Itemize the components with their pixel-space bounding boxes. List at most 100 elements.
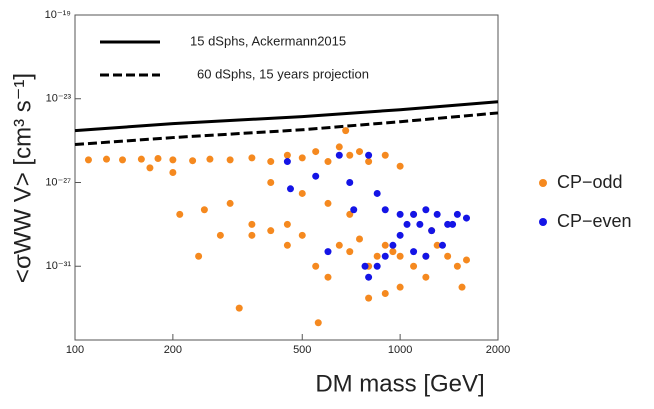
data-point <box>365 158 373 166</box>
data-point <box>169 156 177 164</box>
data-point <box>381 206 389 214</box>
x-tick-label: 200 <box>164 344 182 356</box>
data-point <box>444 220 452 228</box>
data-point <box>283 241 291 249</box>
data-point <box>312 262 320 270</box>
data-point <box>176 210 184 218</box>
data-point <box>365 273 373 281</box>
data-point <box>433 210 441 218</box>
data-point <box>416 220 424 228</box>
data-point <box>267 178 275 186</box>
data-point <box>324 273 332 281</box>
data-point <box>346 210 354 218</box>
data-point <box>396 231 404 239</box>
x-tick-label: 1000 <box>388 344 412 356</box>
data-point <box>312 172 320 180</box>
data-point <box>286 185 294 193</box>
data-point <box>283 158 291 166</box>
data-point <box>146 164 154 172</box>
data-point <box>373 252 381 260</box>
data-point <box>298 154 306 162</box>
limit-line <box>74 111 499 147</box>
plot-frame <box>74 14 499 341</box>
data-point <box>462 214 470 222</box>
y-tick-label: 10⁻²³ <box>46 93 72 105</box>
data-point <box>381 241 389 249</box>
data-point <box>267 158 275 166</box>
data-point <box>365 151 373 159</box>
data-point <box>410 248 418 256</box>
data-point <box>403 220 411 228</box>
limit-line <box>74 100 499 133</box>
data-point <box>226 199 234 207</box>
data-point <box>248 220 256 228</box>
x-tick-label: 100 <box>66 344 84 356</box>
data-point <box>453 210 461 218</box>
data-point <box>373 262 381 270</box>
legend-label: 60 dSphs, 15 years projection <box>197 66 369 81</box>
data-point <box>267 227 275 235</box>
data-point <box>119 156 127 164</box>
data-point <box>356 235 364 243</box>
data-point <box>342 127 350 135</box>
y-tick-label: 10⁻²⁷ <box>45 176 71 188</box>
data-point <box>381 289 389 297</box>
data-point <box>216 231 224 239</box>
data-point <box>444 252 452 260</box>
data-point <box>373 189 381 197</box>
data-point <box>248 231 256 239</box>
data-point <box>324 248 332 256</box>
data-point <box>410 210 418 218</box>
data-point <box>356 148 364 156</box>
data-point <box>389 248 397 256</box>
data-point <box>396 162 404 170</box>
data-point <box>235 304 243 312</box>
data-point <box>314 319 322 327</box>
data-point <box>350 206 358 214</box>
data-point <box>298 231 306 239</box>
legend-label: CP−even <box>557 211 632 231</box>
data-point <box>396 210 404 218</box>
data-point <box>433 241 441 249</box>
data-point <box>283 220 291 228</box>
data-point <box>312 148 320 156</box>
data-point <box>200 206 208 214</box>
data-point <box>365 294 373 302</box>
data-point <box>283 151 291 159</box>
data-point <box>248 154 256 162</box>
y-tick-label: 10⁻³¹ <box>46 260 72 272</box>
legend-label: CP−odd <box>557 172 623 192</box>
data-point <box>298 189 306 197</box>
data-point <box>458 283 466 291</box>
data-point <box>381 252 389 260</box>
data-point <box>346 151 354 159</box>
data-point <box>335 143 343 151</box>
data-point <box>346 248 354 256</box>
legend-marker <box>539 179 547 187</box>
data-point <box>361 262 369 270</box>
data-point <box>389 241 397 249</box>
data-point <box>324 158 332 166</box>
data-point <box>335 241 343 249</box>
data-point <box>346 178 354 186</box>
data-point <box>396 252 404 260</box>
data-point <box>422 273 430 281</box>
data-point <box>410 262 418 270</box>
x-axis-label: DM mass [GeV] <box>315 370 484 397</box>
data-point <box>453 262 461 270</box>
data-point <box>154 154 162 162</box>
data-point <box>169 169 177 177</box>
data-point <box>195 252 203 260</box>
x-tick-label: 500 <box>293 344 311 356</box>
data-point <box>381 151 389 159</box>
data-point <box>206 155 214 163</box>
data-point <box>335 151 343 159</box>
data-point <box>137 155 145 163</box>
legend-marker <box>539 218 547 226</box>
y-axis-label: <σWW V> [cm³ s⁻¹] <box>9 73 36 283</box>
y-tick-label: 10⁻¹⁹ <box>45 9 71 21</box>
data-point <box>103 155 111 163</box>
data-point <box>324 199 332 207</box>
